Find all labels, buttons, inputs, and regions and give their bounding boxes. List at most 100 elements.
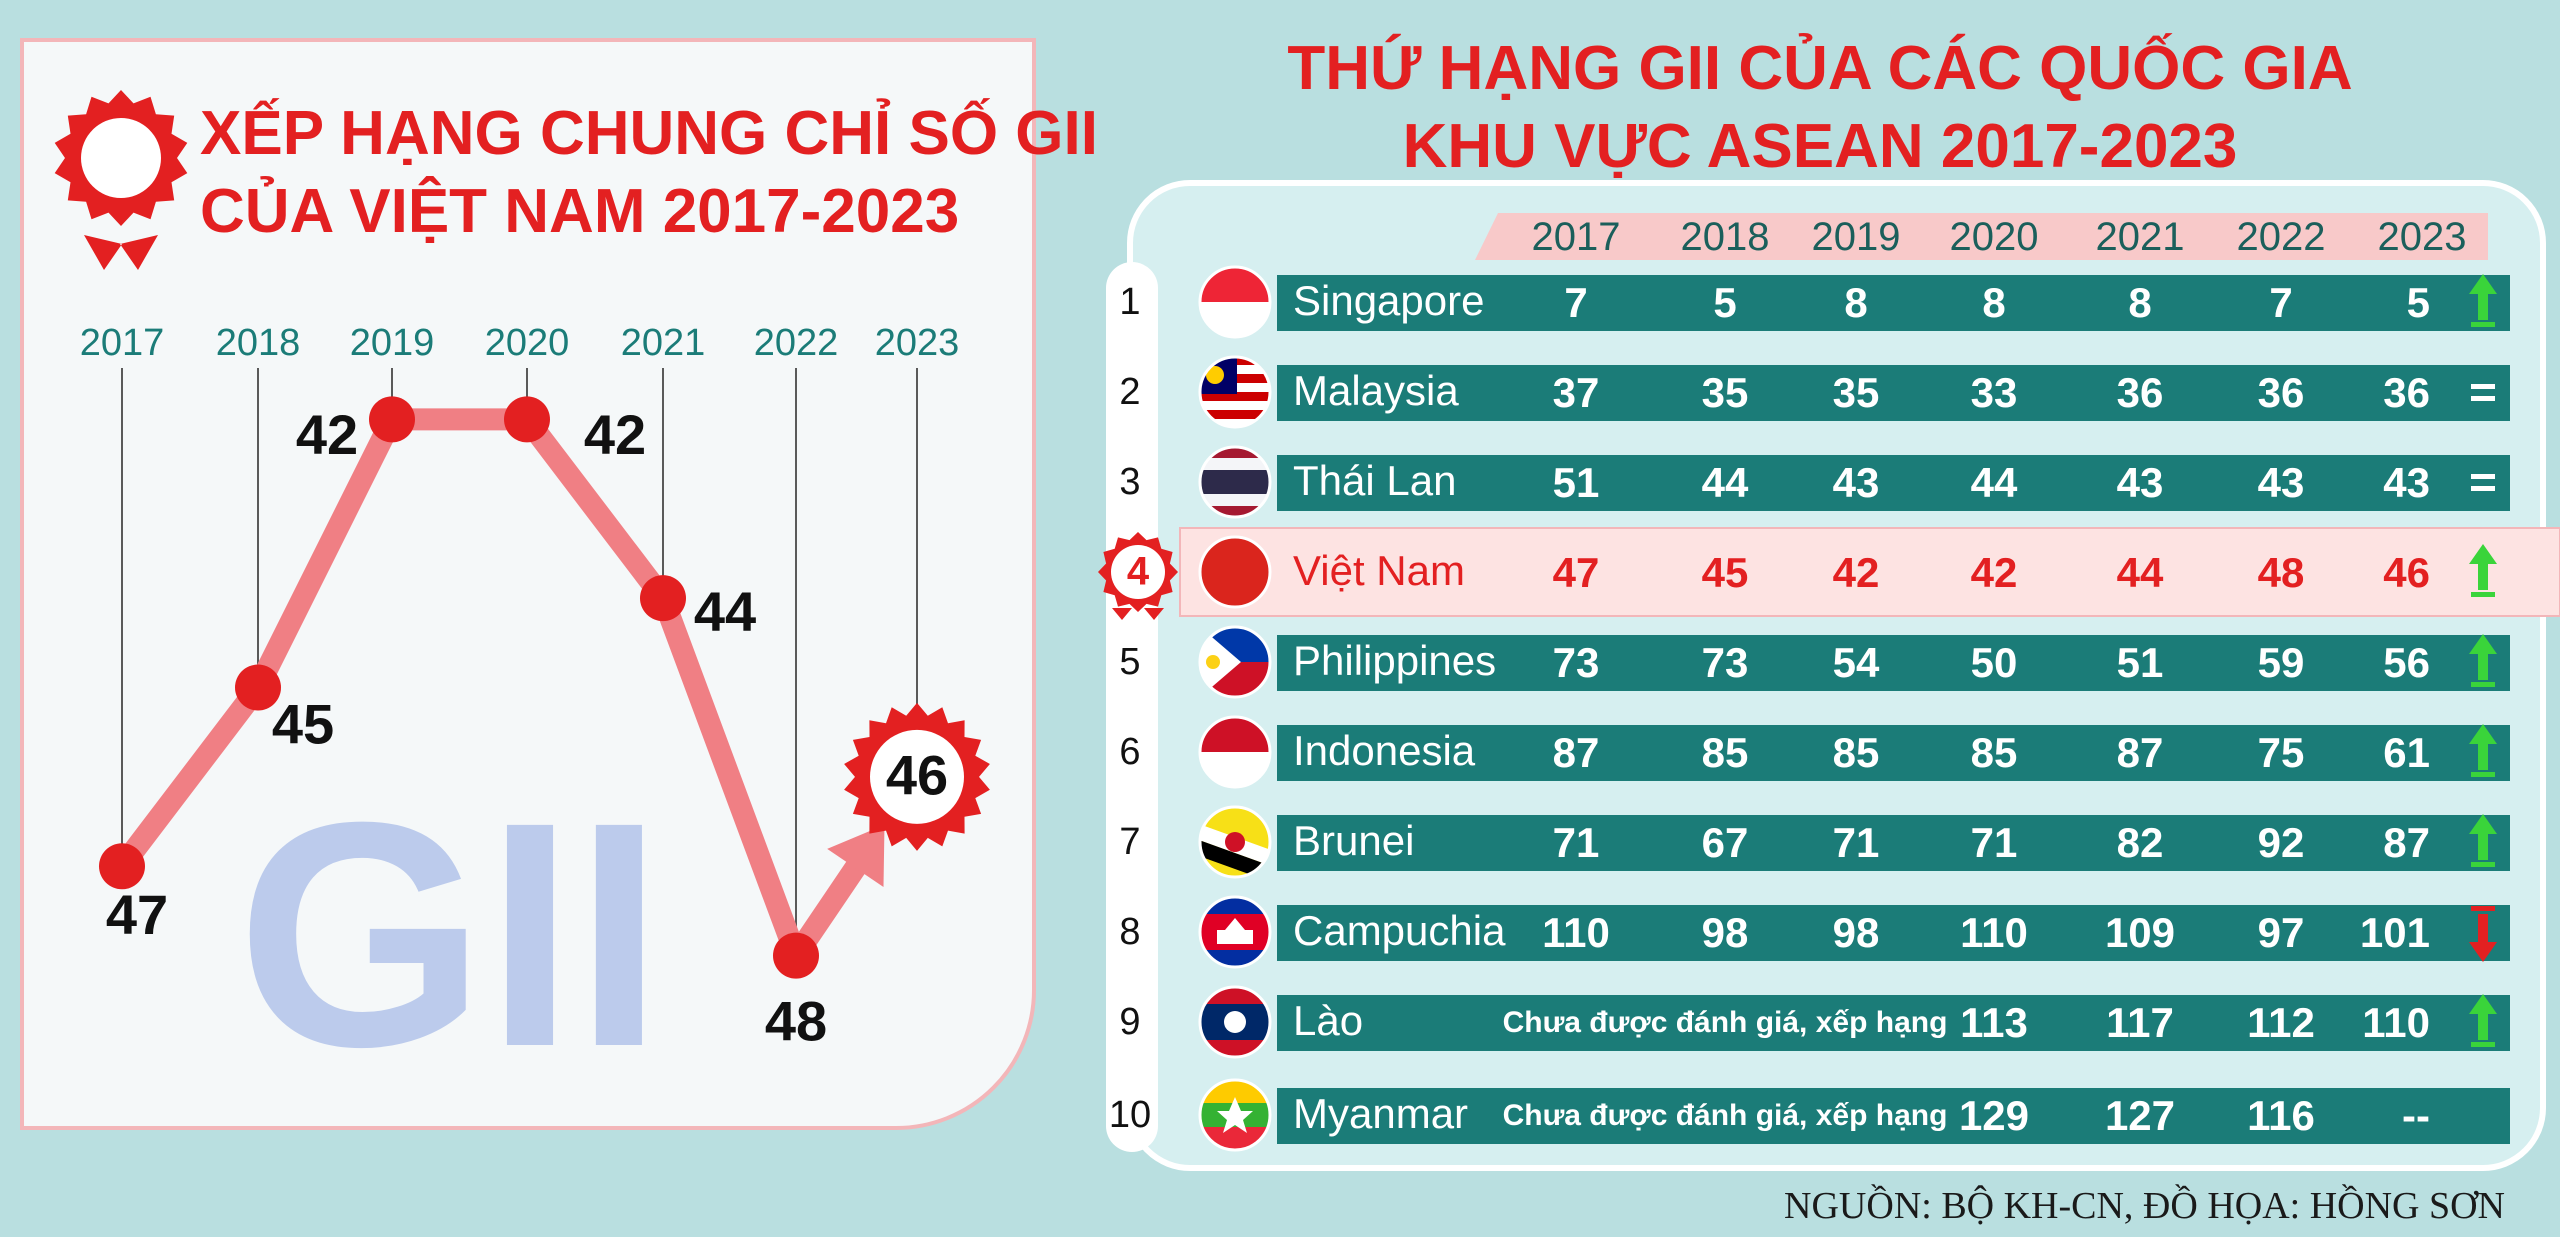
right-title: THỨ HẠNG GII CỦA CÁC QUỐC GIA KHU VỰC AS… xyxy=(1080,30,2560,186)
row-band xyxy=(1277,725,2510,781)
rank-value: 73 xyxy=(1702,639,1749,686)
year-label: 2018 xyxy=(216,322,301,364)
rank-value: 44 xyxy=(1971,459,2018,506)
rank-value: 37 xyxy=(1553,369,1600,416)
row-band xyxy=(1277,275,2510,331)
source-note: NGUỒN: BỘ KH-CN, ĐỒ HỌA: HỒNG SƠN xyxy=(1784,1185,2505,1227)
flag-malaysia-icon xyxy=(1198,355,1272,429)
rank-value: 8 xyxy=(1844,279,1867,326)
rank-value: 71 xyxy=(1833,819,1880,866)
flag-thailand-icon xyxy=(1198,445,1272,519)
flag-laos-icon xyxy=(1198,985,1272,1059)
rank-arrow-head xyxy=(827,824,885,888)
rank-value: 43 xyxy=(2383,459,2430,506)
year-label: 2017 xyxy=(80,322,165,364)
year-label: 2021 xyxy=(621,322,706,364)
up-arrow-icon xyxy=(2469,724,2497,770)
rank-value: 71 xyxy=(1971,819,2018,866)
rank-value: 109 xyxy=(2105,909,2175,956)
left-panel xyxy=(20,38,1036,1130)
rank-value: 5 xyxy=(1713,279,1736,326)
up-arrow-base xyxy=(2471,862,2495,867)
rank-value: 47 xyxy=(1553,549,1600,596)
rank-value: 127 xyxy=(2105,1092,2175,1139)
up-arrow-base xyxy=(2471,592,2495,597)
up-arrow-base xyxy=(2471,772,2495,777)
country-name: Singapore xyxy=(1293,277,1484,324)
left-title: XẾP HẠNG CHUNG CHỈ SỐ GII CỦA VIỆT NAM 2… xyxy=(200,95,1098,251)
equal-sign-icon xyxy=(2471,396,2495,401)
row-band xyxy=(1277,995,2510,1051)
rank-value: 87 xyxy=(2383,819,2430,866)
flag-brunei-icon xyxy=(1198,805,1272,879)
year-label: 2019 xyxy=(350,322,435,364)
flag-indonesia-icon xyxy=(1198,715,1272,789)
country-name: Thái Lan xyxy=(1293,457,1456,504)
rank-value: 51 xyxy=(1553,459,1600,506)
year-label: 2023 xyxy=(875,322,960,364)
rank-value: 85 xyxy=(1833,729,1880,776)
rank-value: 46 xyxy=(2383,549,2430,596)
rank-value: 110 xyxy=(1960,909,2028,956)
rank-value: 45 xyxy=(1702,549,1749,596)
rank-value: 56 xyxy=(2383,639,2430,686)
rank-number: 1 xyxy=(1119,281,1140,323)
rank-value: 113 xyxy=(1960,999,2028,1046)
line-chart: GII 2017 2018 2019 2020 2021 2022 2023 47 45 42 42 4… xyxy=(54,90,990,1113)
rank-value: 42 xyxy=(1833,549,1880,596)
data-label: 42 xyxy=(296,403,358,466)
rank-value: 101 xyxy=(2360,909,2430,956)
up-arrow-icon xyxy=(2469,994,2497,1040)
row-band xyxy=(1277,635,2510,691)
rank-number: 4 xyxy=(1127,550,1150,594)
rank-column-bg xyxy=(1106,262,1158,1152)
data-label: 48 xyxy=(765,989,827,1052)
row-band xyxy=(1277,905,2510,961)
rank-value: 67 xyxy=(1702,819,1749,866)
rank-value: 36 xyxy=(2383,369,2430,416)
year-header: 2023 xyxy=(2378,215,2467,259)
year-header: 2021 xyxy=(2096,215,2185,259)
rank-value: 42 xyxy=(1971,549,2018,596)
rank-line xyxy=(111,408,807,967)
rank-number: 2 xyxy=(1119,371,1140,413)
country-name: Myanmar xyxy=(1293,1090,1468,1137)
rank-value: 112 xyxy=(2247,999,2315,1046)
rank-value: -- xyxy=(2402,1092,2430,1139)
country-name: Malaysia xyxy=(1293,367,1459,414)
rank-value: 33 xyxy=(1971,369,2018,416)
left-title-line1: XẾP HẠNG CHUNG CHỈ SỐ GII xyxy=(200,99,1098,168)
data-point xyxy=(99,843,145,890)
rank-number: 3 xyxy=(1119,461,1140,503)
flag-myanmar-icon xyxy=(1198,1078,1272,1152)
highlight-badge-center xyxy=(870,729,964,824)
row-band-highlight xyxy=(1179,527,2560,617)
data-label: 47 xyxy=(106,883,168,946)
year-label: 2020 xyxy=(485,322,570,364)
up-arrow-base xyxy=(2471,682,2495,687)
up-arrow-icon xyxy=(2469,274,2497,320)
rank-value: 117 xyxy=(2106,999,2174,1046)
rank-number: 10 xyxy=(1109,1094,1151,1136)
country-name: Campuchia xyxy=(1293,907,1506,954)
rank-value: 43 xyxy=(1833,459,1880,506)
flag-singapore-icon xyxy=(1198,265,1272,339)
row-band xyxy=(1277,455,2510,511)
rank-value: 8 xyxy=(2128,279,2151,326)
down-arrow-icon xyxy=(2469,914,2497,962)
country-name: Brunei xyxy=(1293,817,1414,864)
not-rated-note: Chưa được đánh giá, xếp hạng xyxy=(1503,1006,1948,1039)
rank-value: 129 xyxy=(1959,1092,2029,1139)
equal-sign-icon xyxy=(2471,474,2495,479)
rank-value: 50 xyxy=(1971,639,2018,686)
data-point xyxy=(773,932,819,979)
rank-value: 85 xyxy=(1971,729,2018,776)
data-label: 45 xyxy=(272,692,334,755)
up-arrow-base xyxy=(2471,1042,2495,1047)
flag-cambodia-icon xyxy=(1198,895,1272,969)
rank-value: 98 xyxy=(1702,909,1749,956)
rank-value: 7 xyxy=(1564,279,1587,326)
rank-number: 6 xyxy=(1119,731,1140,773)
row-band xyxy=(1277,1088,2510,1144)
rank-value: 98 xyxy=(1833,909,1880,956)
